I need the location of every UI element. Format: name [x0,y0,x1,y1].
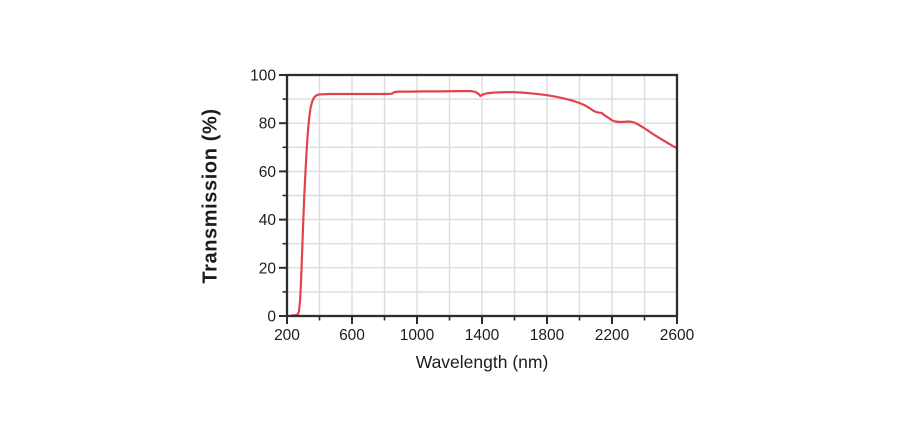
y-tick-label: 20 [259,260,277,277]
y-tick-label: 80 [259,116,277,133]
x-tick-label: 600 [339,327,365,344]
gridlines [287,75,677,316]
y-tick-label: 60 [259,164,277,181]
y-tick-label: 40 [259,212,277,229]
axis-frame [285,73,679,318]
tick-labels: 200 600 1000 1400 1800 2200 2600 0 20 40 60 80 100 [250,68,694,345]
x-tick-label: 1000 [400,327,435,344]
plot-border [285,73,679,318]
x-tick-label: 2600 [660,327,695,344]
transmission-line [290,90,679,317]
y-tick-label: 100 [250,68,276,85]
x-tick-label: 200 [274,327,300,344]
x-tick-label: 2200 [595,327,630,344]
x-tick-label: 1400 [465,327,500,344]
x-tick-label: 1800 [530,327,565,344]
x-axis-title: Wavelength (nm) [415,352,549,372]
y-axis-title: Transmission (%) [199,108,222,284]
axis-ticks [279,74,678,324]
y-tick-label: 0 [267,309,276,326]
transmission-curve [290,90,679,317]
